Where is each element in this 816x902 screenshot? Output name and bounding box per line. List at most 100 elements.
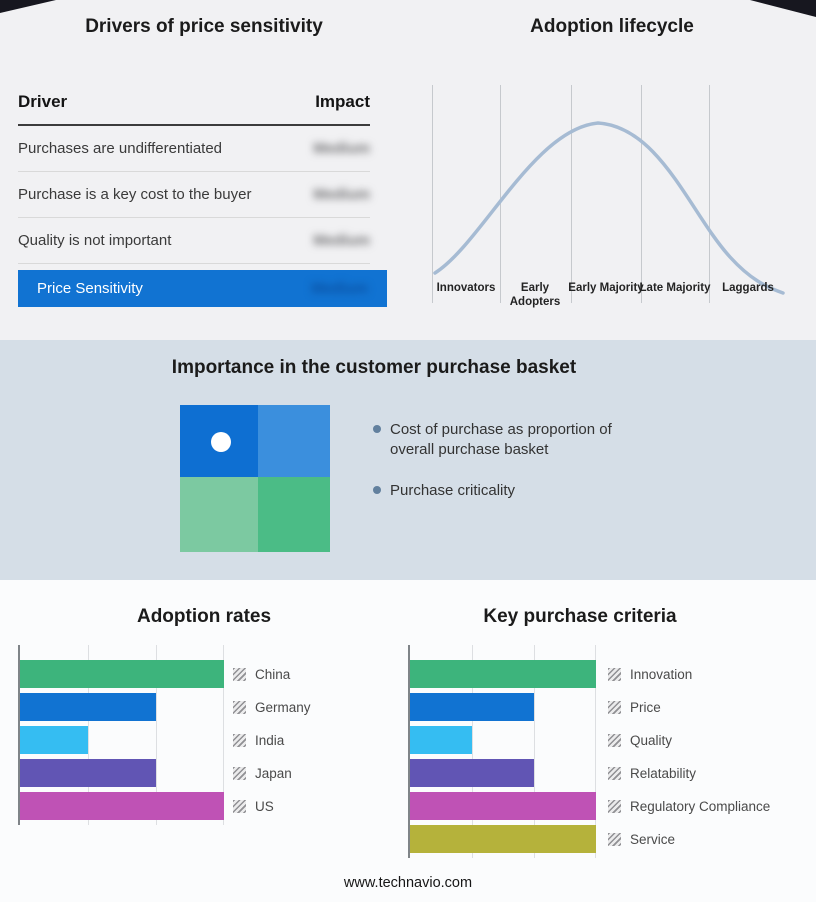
- legend-item-india: India: [233, 724, 311, 757]
- gridline: [471, 645, 473, 858]
- legend-item-innovation: Innovation: [608, 658, 770, 691]
- bar-row: [410, 756, 596, 789]
- legend-label: Relatability: [630, 766, 697, 781]
- legend-item-us: US: [233, 790, 311, 823]
- bar-china: [20, 659, 224, 688]
- driver-table-row: Purchase is a key cost to the buyer Medi…: [18, 172, 370, 218]
- bar-row: [20, 756, 224, 789]
- legend-swatch-icon: [233, 701, 246, 714]
- legend-label: Innovation: [630, 667, 693, 682]
- gridline: [709, 85, 710, 303]
- driver-name: Quality is not important: [18, 232, 172, 249]
- legend-label: Germany: [255, 700, 311, 715]
- legend-label: Price: [630, 700, 661, 715]
- bar-service: [410, 824, 596, 853]
- bar-regulatory-compliance: [410, 791, 596, 820]
- bar-japan: [20, 758, 156, 787]
- legend-swatch-icon: [608, 734, 621, 747]
- bar-row: [20, 723, 224, 756]
- bar-germany: [20, 692, 156, 721]
- legend-label: China: [255, 667, 291, 682]
- bar-row: [410, 723, 596, 756]
- purchase-basket-title: Importance in the customer purchase bask…: [171, 357, 577, 378]
- bar-innovation: [410, 659, 596, 688]
- website-url: www.technavio.com: [343, 875, 473, 891]
- legend-swatch-icon: [608, 668, 621, 681]
- gridline: [595, 645, 596, 858]
- impact-value-redacted: Medium: [311, 280, 368, 297]
- key-purchase-criteria-bars: [410, 657, 596, 855]
- legend-swatch-icon: [608, 767, 621, 780]
- purchase-basket-quadrant: [180, 405, 330, 552]
- drivers-table: Driver Impact Purchases are undifferenti…: [18, 92, 370, 264]
- legend-item-service: Service: [608, 823, 770, 856]
- adoption-rates-bars: [20, 657, 224, 822]
- quadrant-bottom-left: [180, 477, 258, 552]
- legend-swatch-icon: [233, 767, 246, 780]
- impact-value-redacted: Medium: [313, 232, 370, 249]
- legend-label: India: [255, 733, 285, 748]
- legend-swatch-icon: [233, 800, 246, 813]
- legend-item-quality: Quality: [608, 724, 770, 757]
- gridline: [432, 85, 433, 303]
- key-purchase-criteria-title: Key purchase criteria: [483, 606, 677, 627]
- bar-row: [20, 789, 224, 822]
- bar-row: [410, 657, 596, 690]
- bar-row: [20, 690, 224, 723]
- corner-ribbon-right: [750, 0, 816, 17]
- legend-item-japan: Japan: [233, 757, 311, 790]
- bar-us: [20, 791, 224, 820]
- gridline: [533, 645, 535, 858]
- legend-item-relatability: Relatability: [608, 757, 770, 790]
- basket-bullet-list: Cost of purchase as proportion of overal…: [373, 420, 640, 523]
- bar-india: [20, 725, 88, 754]
- bar-quality: [410, 725, 472, 754]
- impact-value-redacted: Medium: [313, 140, 370, 157]
- quadrant-top-left: [180, 405, 258, 477]
- quadrant-bottom-right: [258, 477, 330, 552]
- drivers-table-header: Driver Impact: [18, 92, 370, 126]
- legend-swatch-icon: [608, 701, 621, 714]
- legend-label: Quality: [630, 733, 673, 748]
- gridline: [87, 645, 89, 825]
- bar-price: [410, 692, 534, 721]
- gridline: [223, 645, 224, 825]
- price-sensitivity-label: Price Sensitivity: [37, 280, 143, 297]
- price-sensitivity-summary-row: Price Sensitivity Medium: [18, 270, 387, 307]
- lifecycle-chart: [432, 85, 788, 303]
- legend-label: Japan: [255, 766, 292, 781]
- bullet-item: Cost of purchase as proportion of overal…: [373, 420, 640, 459]
- key-purchase-criteria-legend: Innovation Price Quality Relatability Regula…: [608, 658, 770, 856]
- stage-label-late-majority: Late Majority: [639, 282, 711, 294]
- legend-item-price: Price: [608, 691, 770, 724]
- gridline: [641, 85, 642, 303]
- column-header-impact: Impact: [315, 92, 370, 111]
- bar-row: [410, 789, 596, 822]
- bar-row: [20, 657, 224, 690]
- driver-name: Purchase is a key cost to the buyer: [18, 186, 252, 203]
- lifecycle-panel-title: Adoption lifecycle: [530, 16, 694, 37]
- legend-swatch-icon: [233, 734, 246, 747]
- adoption-rates-legend: China Germany India Japan US: [233, 658, 311, 823]
- legend-item-china: China: [233, 658, 311, 691]
- bar-row: [410, 690, 596, 723]
- gridline: [571, 85, 572, 303]
- drivers-panel-title: Drivers of price sensitivity: [85, 16, 323, 37]
- key-purchase-criteria-chart: [408, 645, 596, 858]
- driver-name: Purchases are undifferentiated: [18, 140, 223, 157]
- quadrant-top-right: [258, 405, 330, 477]
- purchase-basket-section: Importance in the customer purchase bask…: [0, 340, 816, 580]
- adoption-bell-curve: [433, 121, 785, 295]
- legend-swatch-icon: [233, 668, 246, 681]
- legend-swatch-icon: [608, 833, 621, 846]
- legend-label: US: [255, 799, 274, 814]
- position-marker-dot: [211, 432, 231, 452]
- legend-swatch-icon: [608, 800, 621, 813]
- driver-table-row: Quality is not important Medium: [18, 218, 370, 264]
- legend-item-germany: Germany: [233, 691, 311, 724]
- legend-item-regulatory-compliance: Regulatory Compliance: [608, 790, 770, 823]
- impact-value-redacted: Medium: [313, 186, 370, 203]
- gridline: [155, 645, 157, 825]
- legend-label: Service: [630, 832, 676, 847]
